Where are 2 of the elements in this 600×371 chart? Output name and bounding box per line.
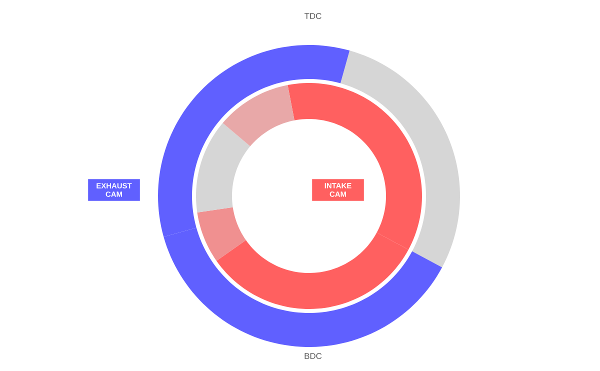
text: TDC: [304, 13, 322, 19]
text: BDC: [304, 353, 322, 359]
